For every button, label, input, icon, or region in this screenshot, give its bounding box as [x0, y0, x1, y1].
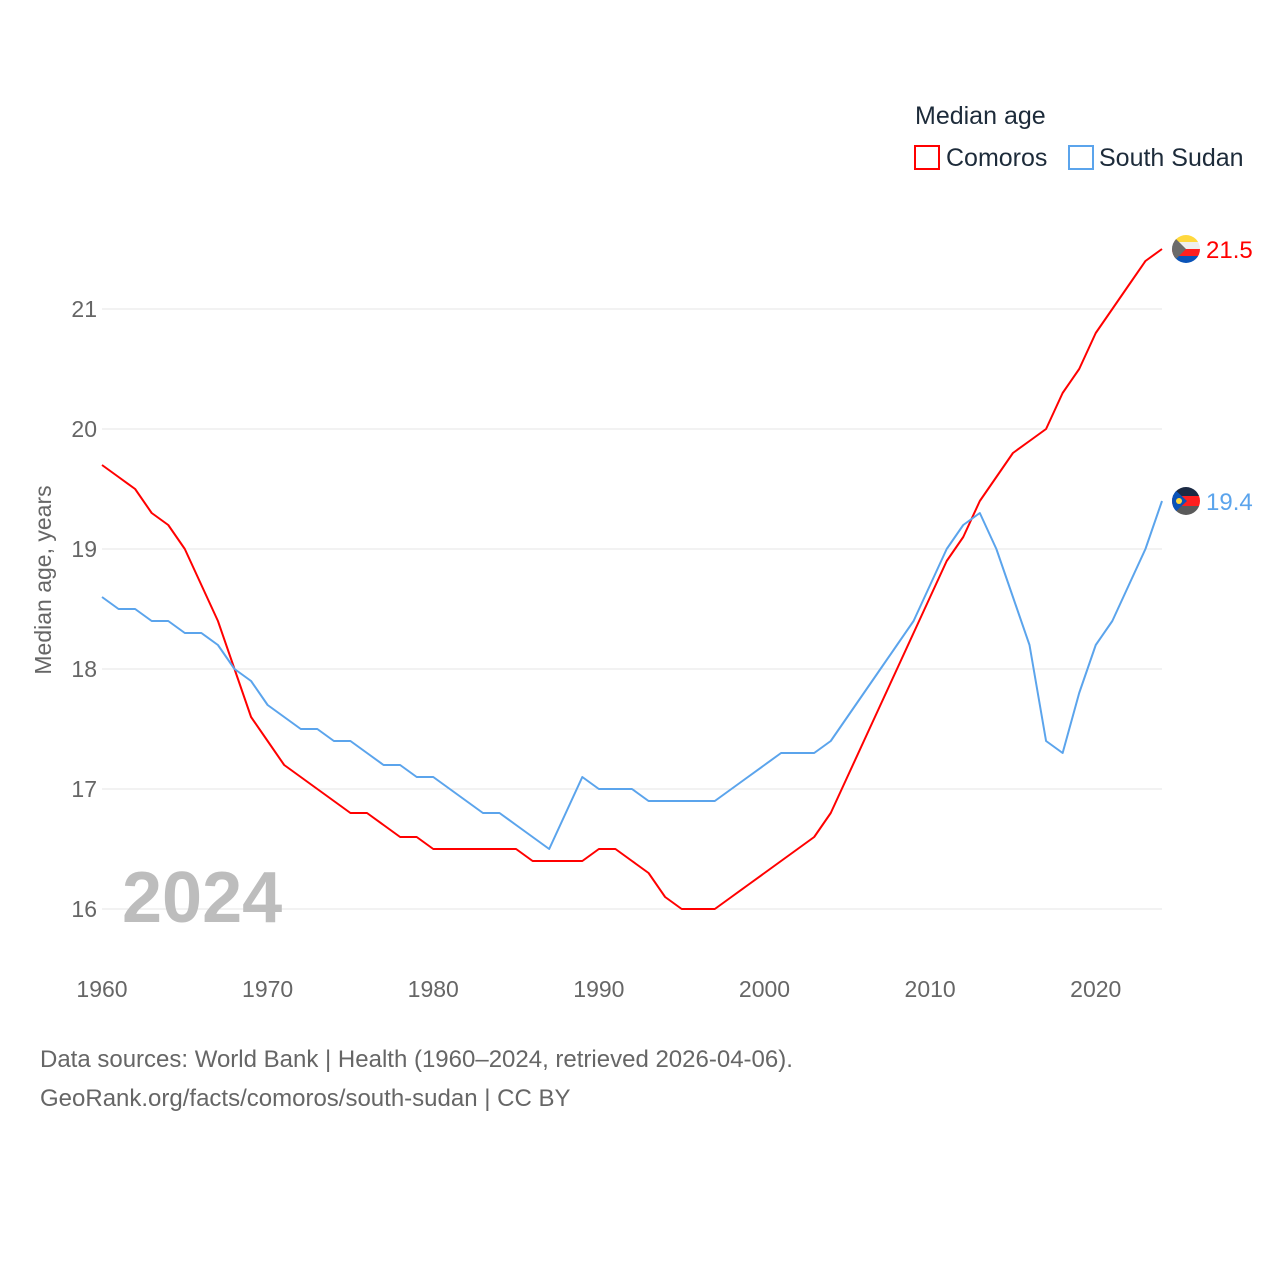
year-watermark: 2024: [122, 858, 282, 938]
x-tick-label: 2010: [905, 976, 956, 1002]
x-tick-label: 1990: [573, 976, 624, 1002]
legend: Median age Comoros South Sudan: [914, 102, 1244, 172]
legend-swatch-comoros[interactable]: [914, 145, 940, 170]
y-tick-label: 21: [71, 296, 97, 322]
y-tick-label: 19: [71, 536, 97, 562]
legend-title: Median age: [915, 102, 1046, 130]
y-tick-label: 20: [71, 416, 97, 442]
data-source-note: Data sources: World Bank | Health (1960–…: [40, 1046, 793, 1073]
source-link[interactable]: GeoRank.org/facts/comoros/south-sudan | …: [40, 1085, 571, 1112]
x-tick-label: 1970: [242, 976, 293, 1002]
x-tick-label: 1980: [408, 976, 459, 1002]
flag-icon-south-sudan: [1172, 487, 1200, 515]
flag-icon-comoros: [1172, 235, 1200, 263]
y-axis-label: Median age, years: [30, 485, 56, 674]
y-tick-label: 17: [71, 776, 97, 802]
x-tick-label: 2000: [739, 976, 790, 1002]
y-tick-label: 16: [71, 896, 97, 922]
series-lines: [101, 248, 1163, 910]
end-value-label: 21.5: [1206, 237, 1253, 264]
end-labels: 21.5 19.4: [1172, 235, 1253, 516]
series-line-south-sudan[interactable]: [101, 500, 1163, 850]
x-tick-label: 1960: [76, 976, 127, 1002]
y-tick-label: 18: [71, 656, 97, 682]
gridlines: [102, 308, 1162, 910]
x-tick-label: 2020: [1070, 976, 1121, 1002]
end-value-label: 19.4: [1206, 489, 1253, 516]
x-axis-ticks: 1960 1970 1980 1990 2000 2010 2020: [76, 976, 1121, 1002]
legend-label-comoros[interactable]: Comoros: [946, 144, 1047, 172]
y-axis-ticks: 16 17 18 19 20 21: [71, 296, 97, 922]
legend-label-south-sudan[interactable]: South Sudan: [1099, 144, 1244, 172]
series-line-comoros[interactable]: [101, 248, 1163, 910]
legend-swatch-south-sudan[interactable]: [1068, 145, 1094, 170]
